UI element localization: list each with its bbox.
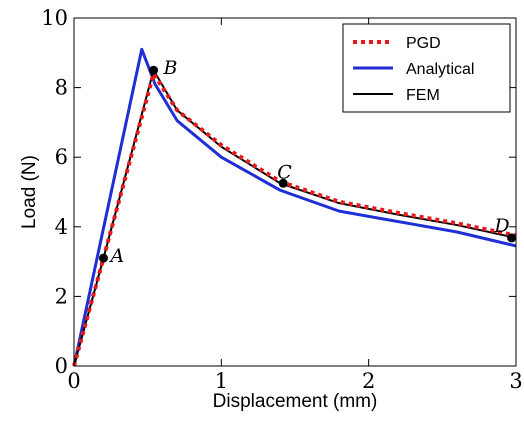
point-c <box>278 178 288 188</box>
y-tick-label: 6 <box>55 145 68 169</box>
point-b <box>149 65 159 75</box>
y-axis-label: Load (N) <box>19 155 40 229</box>
plot-frame <box>73 17 517 367</box>
y-tick-label: 0 <box>55 354 68 378</box>
x-tick-label: 1 <box>215 369 228 393</box>
point-label-d: D <box>493 215 509 237</box>
series-fem <box>73 69 517 367</box>
x-tick-label: 3 <box>509 369 522 393</box>
series-analytical <box>72 47 517 367</box>
x-axis-label: Displacement (mm) <box>213 391 378 412</box>
y-tick-label: 2 <box>55 284 68 308</box>
point-label-c: C <box>277 161 292 183</box>
y-tick-label: 4 <box>55 215 68 239</box>
legend-label-fem: FEM <box>406 87 440 104</box>
legend-label-analytical: Analytical <box>406 61 474 78</box>
point-a <box>98 253 108 263</box>
x-tick-label: 0 <box>67 369 80 393</box>
point-label-b: B <box>163 57 178 79</box>
y-tick-label: 8 <box>55 76 68 100</box>
ticks-layer: 0 1 2 3 0 2 4 6 8 10 <box>41 6 522 393</box>
point-label-a: A <box>108 245 124 267</box>
series-pgd <box>72 71 517 367</box>
y-tick-label: 10 <box>41 6 68 30</box>
annotation-points: A B C D <box>98 57 517 267</box>
point-d <box>507 233 517 243</box>
legend-label-pgd: PGD <box>406 35 441 52</box>
x-tick-label: 2 <box>362 369 375 393</box>
legend: PGD Analytical FEM <box>342 23 511 113</box>
series-layer <box>72 47 517 367</box>
